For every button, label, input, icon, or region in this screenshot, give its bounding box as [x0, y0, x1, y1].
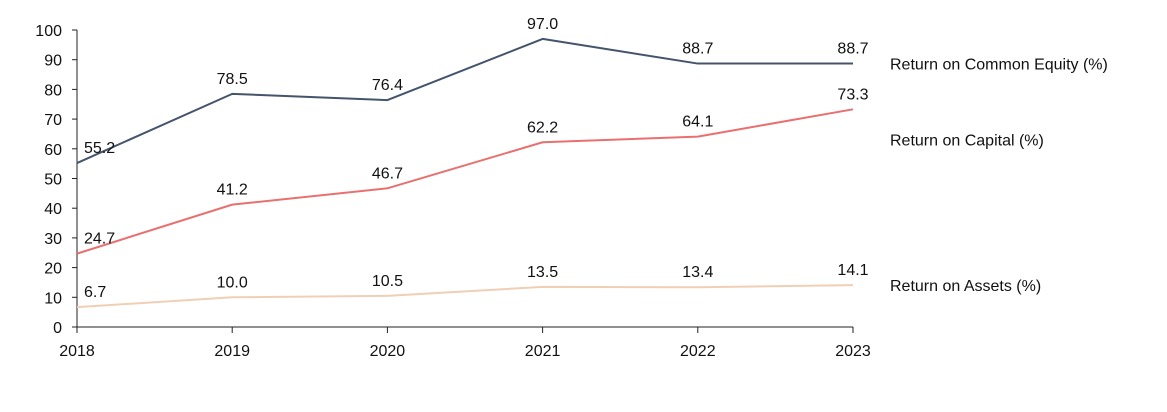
y-tick-label: 50 — [44, 172, 62, 189]
data-label: 62.2 — [527, 119, 558, 136]
data-label: 10.0 — [217, 274, 248, 291]
x-tick-label: 2022 — [680, 343, 716, 360]
data-label: 24.7 — [84, 231, 115, 248]
data-label: 46.7 — [372, 165, 403, 182]
series-name-label: Return on Common Equity (%) — [890, 57, 1108, 74]
data-label: 64.1 — [682, 114, 713, 131]
data-label: 73.3 — [837, 86, 868, 103]
series-line — [76, 108, 854, 255]
y-tick-label: 80 — [44, 82, 62, 99]
x-tick-label: 2023 — [835, 343, 871, 360]
y-tick-label: 40 — [44, 201, 62, 218]
series-line — [76, 37, 853, 164]
series-line — [76, 284, 854, 309]
y-tick-label: 30 — [44, 231, 62, 248]
data-label: 55.2 — [84, 140, 115, 157]
series-labels: Return on Common Equity (%) Return on Cap… — [890, 57, 1108, 296]
y-tick-label: 20 — [44, 261, 62, 278]
y-tick-label: 100 — [35, 23, 62, 40]
data-label: 78.5 — [217, 71, 248, 88]
x-tick-label: 2018 — [59, 343, 95, 360]
x-tick-label: 2019 — [214, 343, 250, 360]
y-tick-label: 0 — [53, 320, 62, 337]
data-label: 13.4 — [682, 264, 713, 281]
data-label: 97.0 — [527, 16, 558, 33]
axes: 0 10 20 30 40 50 60 70 80 90 100 2018 2019 2020 2021 20… — [35, 23, 871, 360]
data-label: 13.5 — [527, 264, 558, 281]
x-tick-label: 2020 — [370, 343, 406, 360]
series-name-label: Return on Capital (%) — [890, 132, 1044, 149]
data-label: 10.5 — [372, 273, 403, 290]
series-name-label: Return on Assets (%) — [890, 278, 1041, 295]
data-label: 6.7 — [84, 284, 106, 301]
data-label: 14.1 — [837, 262, 868, 279]
y-tick-label: 60 — [44, 142, 62, 159]
y-tick-label: 10 — [44, 290, 62, 307]
data-label: 88.7 — [837, 41, 868, 58]
data-label: 88.7 — [682, 41, 713, 58]
series-lines — [76, 37, 854, 309]
y-tick-label: 90 — [44, 53, 62, 70]
data-label: 76.4 — [372, 77, 403, 94]
data-labels: 55.2 78.5 76.4 97.0 88.7 88.7 24.7 41.2 46.7 62.2… — [84, 16, 869, 301]
data-label: 41.2 — [217, 182, 248, 199]
y-tick-label: 70 — [44, 112, 62, 129]
x-tick-label: 2021 — [525, 343, 561, 360]
